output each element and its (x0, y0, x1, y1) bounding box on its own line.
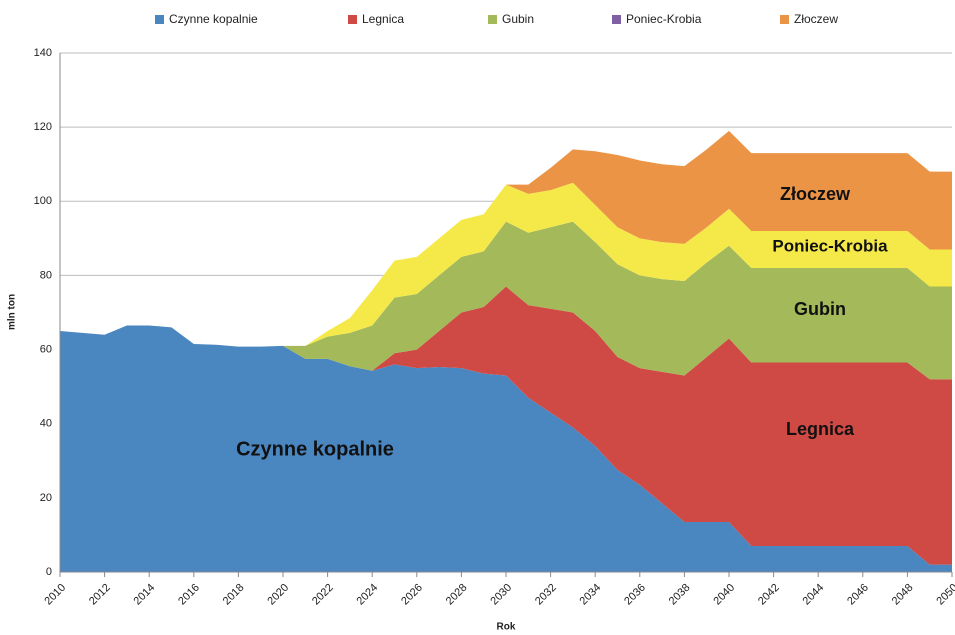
y-tick-label: 20 (40, 492, 52, 504)
legend-label: Czynne kopalnie (169, 12, 258, 26)
x-tick-label: 2018 (221, 582, 247, 608)
x-tick-label: 2034 (578, 582, 604, 608)
x-tick-label: 2026 (399, 582, 425, 608)
y-tick-label: 100 (34, 195, 52, 207)
area (60, 182, 952, 347)
x-tick-label: 2048 (890, 582, 916, 608)
area (60, 286, 952, 565)
area-annotation: Złoczew (780, 184, 851, 204)
x-tick-label: 2050 (934, 582, 955, 608)
legend-swatch (612, 15, 621, 24)
x-tick-label: 2044 (801, 582, 827, 608)
x-tick-label: 2032 (533, 582, 559, 608)
x-tick-label: 2040 (711, 582, 737, 608)
x-tick-label: 2042 (756, 582, 782, 608)
y-axis-label: mln ton (7, 294, 18, 330)
area-annotation: Czynne kopalnie (236, 438, 394, 460)
y-tick-label: 0 (46, 566, 52, 578)
legend-swatch (780, 15, 789, 24)
legend-swatch (155, 15, 164, 24)
y-tick-label: 140 (34, 47, 52, 59)
y-tick-label: 60 (40, 343, 52, 355)
area-annotation: Poniec-Krobia (772, 236, 888, 255)
x-tick-label: 2010 (42, 582, 68, 608)
x-tick-label: 2036 (622, 582, 648, 608)
legend-label: Złoczew (794, 12, 838, 26)
area (60, 325, 952, 572)
x-tick-label: 2046 (845, 582, 871, 608)
area-annotation: Gubin (794, 299, 846, 319)
area-annotation: Legnica (786, 419, 855, 439)
y-tick-label: 80 (40, 269, 52, 281)
legend-label: Gubin (502, 12, 534, 26)
legend-swatch (348, 15, 357, 24)
x-tick-label: 2014 (132, 582, 158, 608)
x-axis-label: Rok (497, 622, 516, 633)
legend-label: Legnica (362, 12, 404, 26)
legend-swatch (488, 15, 497, 24)
x-tick-label: 2016 (176, 582, 202, 608)
x-tick-label: 2030 (488, 582, 514, 608)
x-tick-label: 2022 (310, 582, 336, 608)
x-tick-label: 2028 (444, 582, 470, 608)
y-tick-label: 120 (34, 121, 52, 133)
x-tick-label: 2020 (265, 582, 291, 608)
x-tick-label: 2012 (87, 582, 113, 608)
y-tick-label: 40 (40, 418, 52, 430)
x-tick-label: 2038 (667, 582, 693, 608)
area (60, 221, 952, 380)
x-tick-label: 2024 (355, 582, 381, 608)
area (60, 130, 952, 347)
legend-label: Poniec-Krobia (626, 12, 702, 26)
